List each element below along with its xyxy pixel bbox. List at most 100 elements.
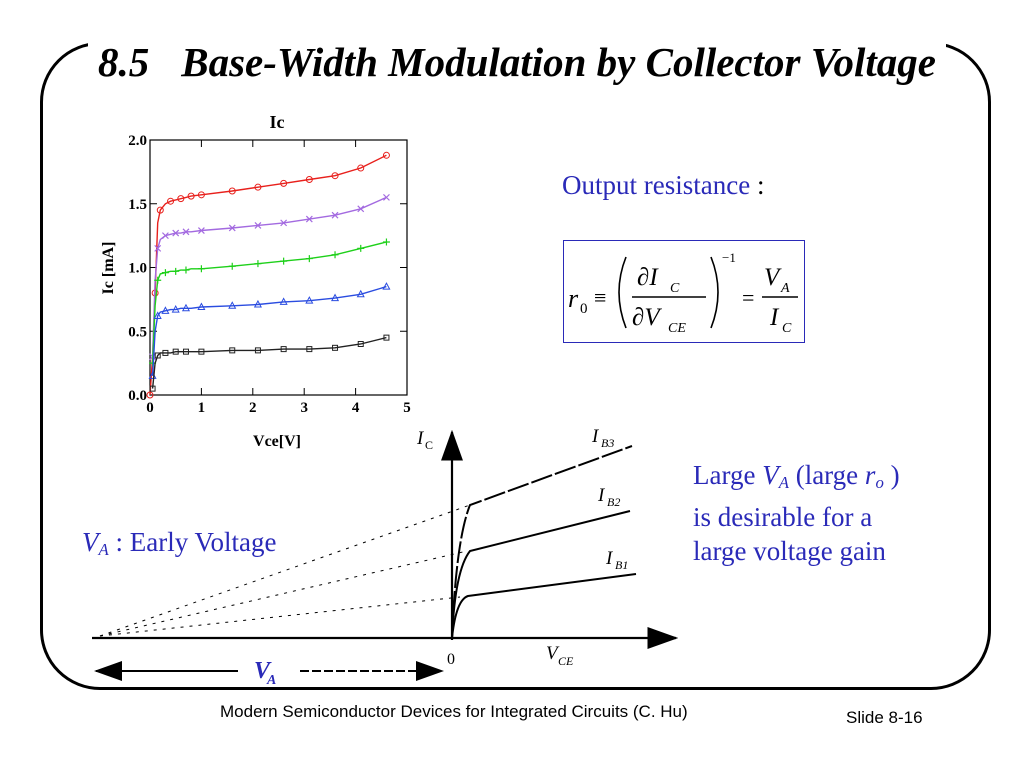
x-tick-label: 1	[198, 400, 206, 416]
formula-r: r	[568, 284, 579, 313]
formula-equiv: ≡	[594, 285, 606, 310]
formula-ic: I	[769, 304, 780, 331]
x-tick-label: 2	[249, 400, 256, 416]
data-point	[280, 179, 288, 187]
stmt-large: Large	[693, 460, 763, 490]
data-point	[228, 224, 236, 232]
x-tick-label: 0	[146, 400, 154, 416]
formula-ic-sub: C	[782, 321, 792, 336]
data-point	[146, 391, 154, 399]
formula-dVce-sub: CE	[668, 321, 686, 336]
data-point	[172, 267, 180, 275]
data-point	[279, 297, 288, 305]
statement-line-3: large voltage gain	[693, 536, 886, 567]
chart-title: Ic	[270, 112, 285, 132]
plot-frame	[149, 139, 408, 396]
series-line	[149, 154, 387, 396]
x-tick-label: 4	[352, 400, 360, 416]
formula-dVce: ∂V	[632, 304, 662, 331]
formula-dIc-sub: C	[670, 281, 680, 296]
data-point	[331, 293, 340, 302]
data-point	[154, 244, 162, 252]
y-tick-label: 1.5	[128, 197, 147, 213]
data-point	[331, 172, 339, 180]
data-point	[331, 211, 339, 219]
data-point	[172, 229, 180, 237]
data-point	[254, 183, 262, 191]
data-point	[229, 347, 236, 354]
statement-line-2: is desirable for a	[693, 502, 873, 533]
data-point	[177, 195, 185, 203]
data-point	[357, 205, 365, 213]
early-text: : Early Voltage	[108, 527, 277, 557]
stmt-va-sub: A	[778, 473, 789, 493]
data-point	[280, 257, 288, 265]
y-axis-label: Ic [mA]	[100, 242, 117, 295]
section-number: 8.5	[98, 39, 150, 85]
formula-equals: =	[742, 285, 754, 310]
stmt-close: )	[883, 460, 900, 490]
output-resistance-formula: r 0 ≡ ∂I C ∂V CE −1 = V A I C	[563, 240, 805, 343]
data-point	[228, 301, 237, 309]
data-point	[171, 305, 180, 313]
output-resistance-label: Output resistance :	[562, 170, 764, 201]
footer-citation: Modern Semiconductor Devices for Integra…	[220, 702, 688, 721]
data-point	[197, 191, 205, 199]
formula-r-sub: 0	[580, 301, 588, 317]
stmt-ro: r	[864, 460, 876, 490]
data-point	[332, 344, 339, 351]
stmt-large-paren: (large	[788, 460, 865, 490]
data-point	[357, 341, 364, 347]
data-point	[187, 192, 195, 200]
data-point	[161, 232, 169, 240]
data-point	[197, 265, 205, 273]
data-point	[382, 238, 390, 246]
data-point	[305, 215, 313, 223]
data-point	[383, 334, 390, 341]
data-point	[153, 311, 162, 319]
data-point	[197, 302, 206, 311]
data-point	[149, 385, 156, 392]
left-paren	[618, 256, 627, 329]
output-resistance-colon: :	[756, 170, 765, 200]
formula-svg: r 0 ≡ ∂I C ∂V CE −1 = V A I C	[568, 250, 798, 336]
series-line	[151, 285, 387, 376]
data-point	[254, 222, 262, 229]
title-text: Base-Width Modulation by Collector Volta…	[181, 39, 937, 85]
data-point	[280, 346, 287, 353]
data-point	[197, 227, 205, 234]
y-tick-label: 2.0	[128, 133, 147, 149]
y-tick-label: 0.0	[128, 388, 147, 404]
series-line	[151, 336, 387, 389]
data-point	[182, 266, 190, 274]
desirable-statement: Large VA (large ro ) is desirable for a …	[693, 458, 900, 568]
early-va-sub: A	[98, 540, 109, 560]
data-point	[383, 193, 390, 201]
slide-number: Slide 8-16	[846, 708, 923, 727]
slide-title: 8.5 Base-Width Modulation by Collector Vo…	[88, 36, 947, 88]
data-point	[228, 187, 236, 195]
data-point	[356, 289, 365, 298]
y-tick-label: 0.5	[128, 324, 147, 340]
data-point	[382, 151, 390, 159]
output-resistance-text: Output resistance	[562, 170, 751, 200]
data-point	[156, 206, 164, 214]
data-point	[154, 352, 161, 359]
early-va: V	[82, 527, 99, 557]
y-tick-label: 1.0	[128, 261, 147, 277]
data-point	[172, 348, 179, 355]
x-tick-label: 5	[403, 400, 411, 416]
formula-va-sub: A	[780, 281, 790, 296]
data-point	[280, 219, 288, 227]
formula-va: V	[764, 264, 782, 291]
series-group	[146, 151, 391, 399]
data-point	[305, 296, 314, 304]
x-axis-label: Vce[V]	[253, 433, 301, 450]
formula-dIc: ∂I	[637, 264, 659, 291]
data-point	[181, 303, 191, 312]
data-point	[253, 299, 262, 308]
data-point	[305, 255, 313, 263]
data-point	[254, 260, 262, 268]
data-point	[162, 349, 169, 356]
x-tick-label: 3	[300, 400, 308, 416]
